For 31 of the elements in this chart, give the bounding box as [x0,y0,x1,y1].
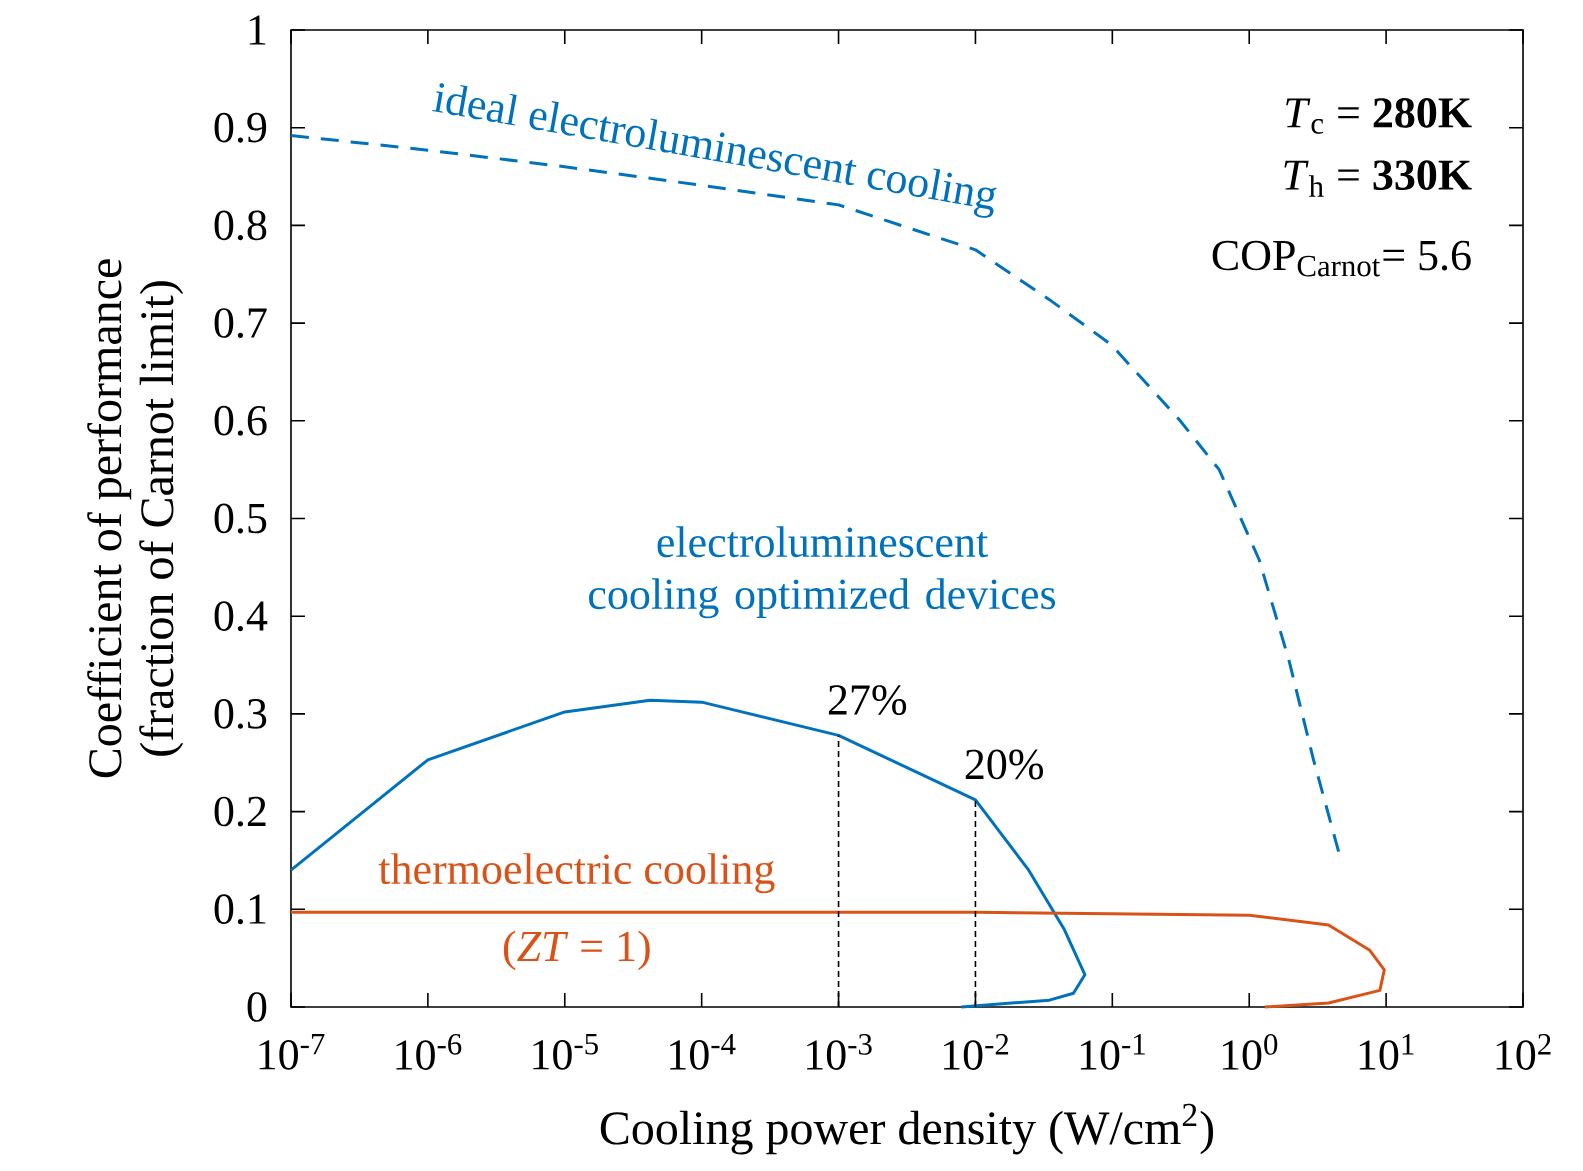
x-tick-label: 10$^{-1}$ [1080,1034,1145,1070]
x-tick-label: 10$^{0}$ [1222,1034,1278,1071]
y-tick-label: 0.2 [214,796,266,827]
y-tick-label: 0.7 [214,308,267,339]
x-tick-label: 10$^{-5}$ [533,1034,598,1070]
x-tick-label: 10$^{-7}$ [259,1034,325,1070]
y-axis-title: Coefficient of performance (fraction of Carnot limit) [87,259,184,778]
x-tick-label: 10$^{-4}$ [670,1034,736,1070]
series-label: thermoelectric cooling [378,853,775,894]
x-tick-label: 10$^{2}$ [1496,1034,1551,1070]
annotation: COP$_{Carnot}$= 5.6 [1212,240,1471,277]
y-tick-label: 0.9 [214,112,267,143]
y-tick-label: 0.5 [214,503,267,534]
y-tick-label: 1 [249,15,266,45]
y-tick-label: 0.6 [214,405,267,436]
y-tick-label: 0.1 [214,894,266,925]
y-tick-label: 0.8 [214,210,267,241]
y-tick-label: 0.3 [214,698,267,729]
x-tick-label: 10$^{-3}$ [807,1034,872,1070]
x-tick-label: 10$^{1}$ [1359,1034,1414,1070]
annotation: (ZT = 1) [503,930,650,971]
x-axis-title: Cooling power density (W/cm$^{2}$) [600,1103,1214,1155]
annotation: 27% [828,685,907,715]
annotation: 20% [965,749,1043,780]
y-tick-label: 0 [247,992,267,1022]
y-tick-label: 0.4 [214,601,268,632]
text: electroluminescent cooling optimized devices [589,526,1056,619]
annotation: T$_{c}$ = 280K [1286,98,1472,134]
annotation: T$_{h}$ = 330K [1284,160,1472,197]
x-tick-label: 10$^{-2}$ [943,1034,1009,1070]
x-tick-label: 10$^{-6}$ [396,1034,462,1070]
